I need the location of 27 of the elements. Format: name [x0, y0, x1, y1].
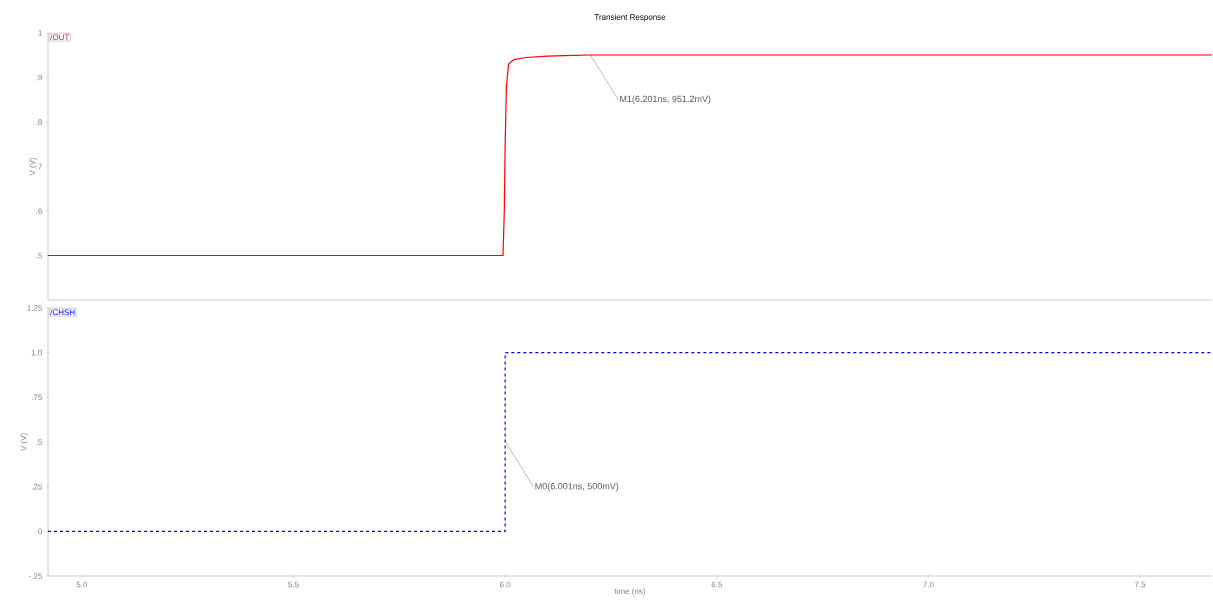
y-tick-label: .5 [36, 439, 42, 445]
chart-title: Transient Response [594, 14, 666, 22]
x-axis-title: time (ns) [614, 588, 646, 596]
x-tick-label: 6.0 [499, 581, 511, 588]
y-tick-label: .7 [36, 163, 42, 170]
y-tick-label: .8 [36, 119, 42, 125]
y-tick-label: .75 [31, 394, 42, 401]
y-axis-title: V (V) [20, 433, 28, 452]
y-tick-label: .25 [31, 483, 42, 490]
text: /OUT [50, 34, 70, 41]
x-tick-label: 5.0 [76, 581, 88, 588]
x-tick-label: 7.5 [1134, 581, 1146, 588]
y-tick-label: 1 [38, 30, 42, 36]
x-tick-label: 6.5 [711, 581, 723, 588]
y-tick-label: .6 [36, 208, 42, 214]
y-tick-label: 1.25 [27, 305, 42, 311]
x-tick-label: 7.0 [923, 581, 934, 588]
y-tick-label: 0 [38, 528, 43, 535]
y-tick-label: .9 [36, 74, 42, 81]
y-tick-label: 1.0 [31, 349, 43, 356]
y-axis-title: V (V) [29, 157, 37, 176]
annotation: M0(6.001ns, 500mV) [535, 482, 619, 492]
y-tick-label: .5 [36, 252, 42, 259]
y-tick-label: -.25 [28, 573, 42, 579]
text: /CHSH [50, 309, 75, 316]
annotation: M1(6.201ns, 951.2mV) [620, 95, 711, 104]
x-tick-label: 5.5 [288, 581, 299, 588]
